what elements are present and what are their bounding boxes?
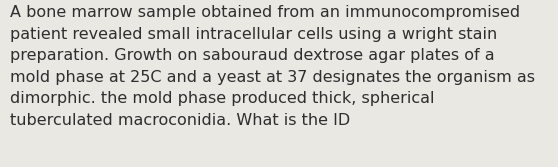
Text: A bone marrow sample obtained from an immunocompromised
patient revealed small i: A bone marrow sample obtained from an im… — [10, 5, 535, 128]
